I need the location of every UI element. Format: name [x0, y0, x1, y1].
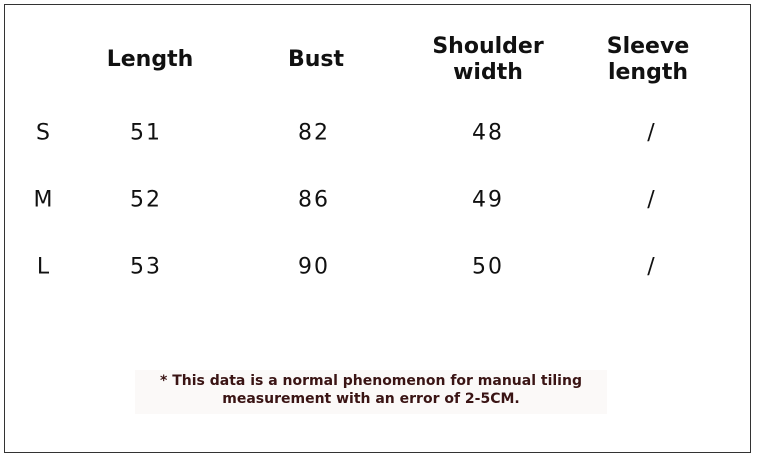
cell: 53 — [130, 254, 162, 280]
column-header: Sleeve length — [606, 34, 690, 85]
row-label: S — [36, 120, 52, 146]
cell: 52 — [130, 187, 162, 213]
cell: / — [647, 187, 657, 213]
note: * This data is a normal phenomenon for m… — [135, 370, 607, 414]
cell: 86 — [298, 187, 330, 213]
cell: 48 — [472, 120, 504, 146]
cell: 90 — [298, 254, 330, 280]
column-header: Length — [106, 47, 194, 72]
cell: / — [647, 120, 657, 146]
row-label: L — [36, 254, 52, 280]
column-header: Bust — [287, 47, 345, 72]
table-frame — [4, 4, 751, 453]
cell: 49 — [472, 187, 504, 213]
row-label: M — [33, 187, 55, 213]
cell: 50 — [472, 254, 504, 280]
column-header: Shoulder width — [432, 34, 544, 85]
cell: 82 — [298, 120, 330, 146]
cell: / — [647, 254, 657, 280]
cell: 51 — [130, 120, 162, 146]
